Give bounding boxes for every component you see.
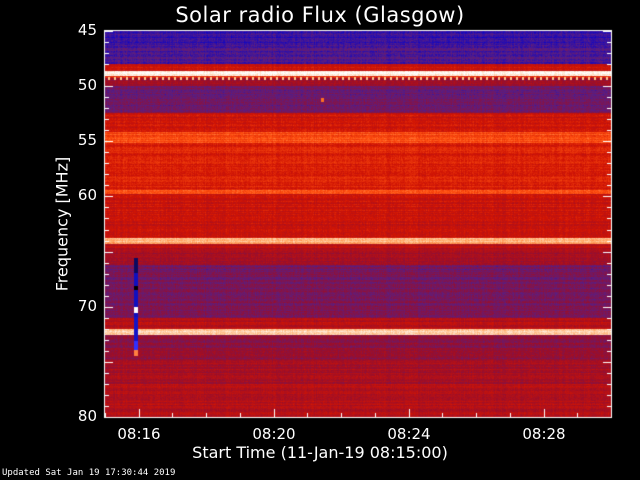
y-tick-label: 60 [77, 186, 97, 204]
y-tick-label: 55 [77, 131, 97, 149]
y-axis-label: Frequency [MHz] [52, 156, 72, 292]
x-tick-label: 08:16 [117, 425, 161, 443]
x-axis-label: Start Time (11-Jan-19 08:15:00) [192, 443, 448, 462]
y-tick-label: 70 [77, 297, 97, 315]
x-tick-label: 08:24 [387, 425, 431, 443]
y-tick-label: 50 [77, 76, 97, 94]
y-tick-label: 80 [77, 407, 97, 425]
chart-title: Solar radio Flux (Glasgow) [175, 3, 465, 27]
updated-timestamp: Updated Sat Jan 19 17:30:44 2019 [2, 468, 176, 478]
x-tick-label: 08:20 [252, 425, 296, 443]
y-tick-label: 45 [77, 21, 97, 39]
x-tick-label: 08:28 [522, 425, 566, 443]
